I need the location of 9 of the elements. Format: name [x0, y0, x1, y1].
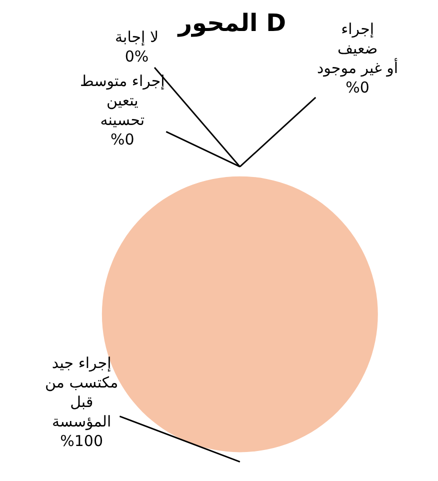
- slice-label: إجراء جيد مكتسب من قبل المؤسسة: [45, 354, 118, 430]
- text: %0: [346, 78, 370, 96]
- category-label: لا إجابة: [115, 28, 159, 46]
- chart-title: المحور D: [177, 9, 286, 38]
- text: %0: [110, 130, 134, 148]
- text: 0%: [124, 48, 149, 66]
- data-label: %100: [60, 432, 104, 450]
- category-label: إجراء ضعيف أو غير موجود: [317, 20, 398, 77]
- category-label: إجراء متوسط يتعين تحسينه: [80, 72, 165, 129]
